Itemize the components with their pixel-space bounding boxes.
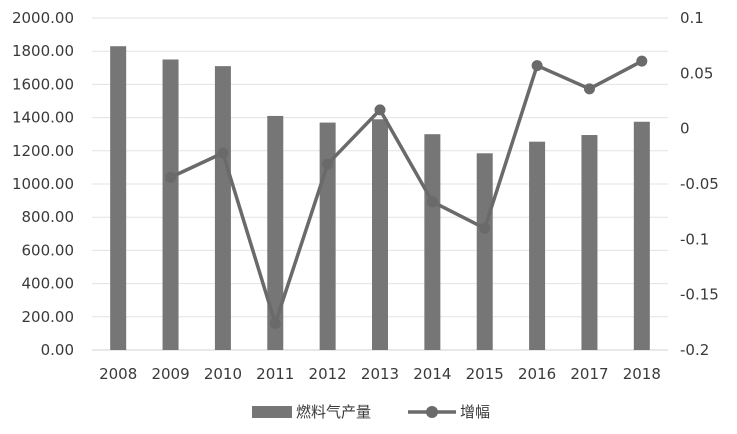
x-tick-label: 2012 <box>309 365 347 383</box>
bar <box>267 115 284 350</box>
line-point <box>269 317 281 329</box>
line-point <box>479 222 491 234</box>
bar <box>581 135 598 350</box>
right-tick-label: -0.05 <box>680 175 719 193</box>
line-point <box>531 60 543 72</box>
line-point <box>426 196 438 208</box>
x-tick-label: 2008 <box>99 365 137 383</box>
bar <box>110 46 127 350</box>
bar <box>372 119 388 350</box>
line-point <box>636 55 648 67</box>
bar <box>424 134 441 350</box>
right-tick-label: 0.1 <box>680 9 704 27</box>
x-tick-label: 2014 <box>413 365 451 383</box>
line-point <box>217 147 229 159</box>
x-tick-label: 2009 <box>151 365 189 383</box>
x-tick-label: 2013 <box>361 365 399 383</box>
legend: 燃料气产量 增幅 <box>252 403 490 421</box>
bar-series <box>110 46 650 350</box>
legend-swatch-marker <box>426 406 438 418</box>
legend-label-bar: 燃料气产量 <box>296 403 371 421</box>
bar <box>633 121 650 350</box>
line-path <box>169 59 643 326</box>
x-tick-label: 2010 <box>204 365 242 383</box>
left-tick-label: 800.00 <box>22 208 75 226</box>
left-tick-label: 1600.00 <box>12 75 74 93</box>
x-tick-label: 2011 <box>256 365 294 383</box>
left-tick-label: 0.00 <box>41 341 74 359</box>
line-point <box>165 171 177 183</box>
line-point <box>322 158 334 170</box>
x-axis-tick-labels: 2008 2009 2010 2011 2012 2013 2014 2015 2016 2017… <box>99 365 661 383</box>
left-tick-label: 1200.00 <box>12 142 74 160</box>
legend-label-line: 增幅 <box>460 403 490 421</box>
bar <box>214 66 231 350</box>
bar <box>529 141 546 350</box>
left-tick-label: 600.00 <box>22 241 75 259</box>
left-tick-label: 1000.00 <box>12 175 74 193</box>
left-tick-label: 200.00 <box>22 308 75 326</box>
right-tick-label: 0 <box>680 120 690 138</box>
right-tick-label: 0.05 <box>680 64 713 82</box>
x-tick-label: 2018 <box>623 365 661 383</box>
line-point <box>374 104 386 116</box>
line-point <box>583 83 595 95</box>
left-tick-label: 2000.00 <box>12 9 74 27</box>
right-tick-label: -0.2 <box>680 341 709 359</box>
left-axis-tick-labels: 0.00 200.00 400.00 600.00 800.00 1000.00 1200.… <box>12 9 74 359</box>
right-tick-label: -0.1 <box>680 230 709 248</box>
left-tick-label: 1400.00 <box>12 109 74 127</box>
right-tick-label: -0.15 <box>680 286 719 304</box>
bar <box>162 59 179 350</box>
x-tick-label: 2016 <box>518 365 556 383</box>
left-tick-label: 1800.00 <box>12 42 74 60</box>
legend-swatch-bar <box>252 406 292 418</box>
right-axis-tick-labels: -0.2 -0.15 -0.1 -0.05 0 0.05 0.1 <box>680 9 719 359</box>
x-tick-label: 2017 <box>570 365 608 383</box>
line-series <box>165 55 648 329</box>
left-tick-label: 400.00 <box>22 275 75 293</box>
bar <box>476 153 493 350</box>
x-tick-label: 2015 <box>466 365 504 383</box>
